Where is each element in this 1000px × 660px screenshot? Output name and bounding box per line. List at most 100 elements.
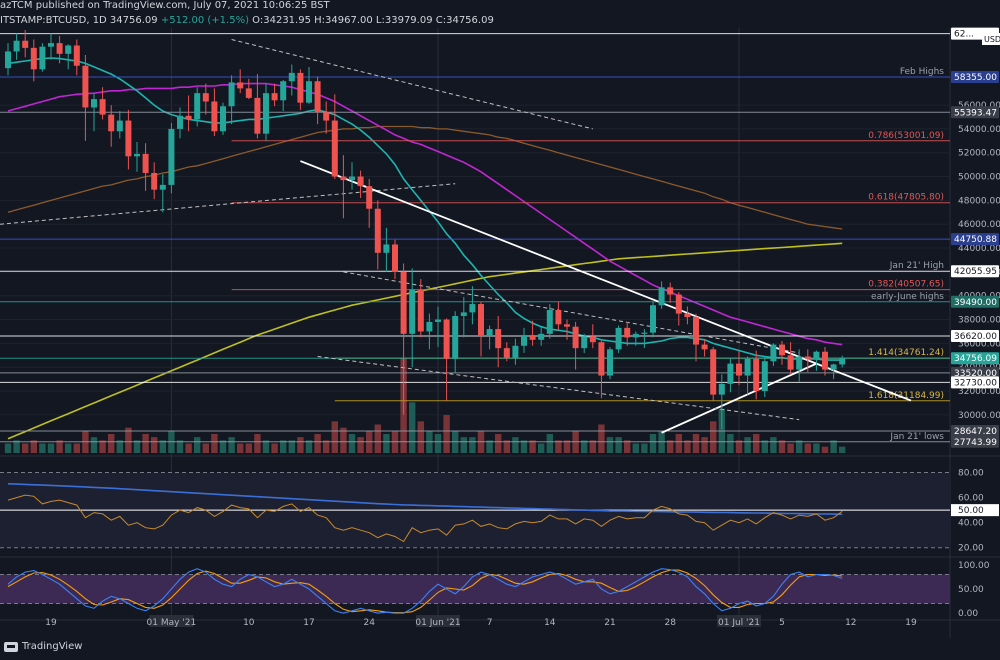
volume-bar: [495, 434, 502, 453]
stoch-d-line: [7, 569, 843, 614]
volume-bar: [133, 440, 141, 453]
volume-bar: [151, 437, 158, 453]
level-label-bg: [951, 424, 999, 437]
level-label-bg: [951, 265, 999, 278]
volume-bar: [710, 421, 717, 453]
level-note: early-June highs: [871, 292, 944, 302]
level-note: Feb Highs: [900, 67, 944, 77]
x-tick-label: 01 Jul '21: [718, 618, 760, 628]
symbol-info: ITSTAMP:BTCUSD, 1D 34756.09: [0, 15, 158, 26]
volume-bar: [116, 440, 123, 453]
volume-bar: [563, 440, 571, 453]
x-tick-label: 17: [303, 618, 314, 628]
volume-bar: [770, 437, 777, 453]
rsi-ma-line: [7, 483, 843, 516]
level-label-bg: [951, 366, 999, 379]
candle-body: [288, 72, 295, 82]
candle-body: [452, 315, 459, 359]
level-label: 55393.47: [954, 108, 997, 118]
channel-upper-dashed: [343, 271, 800, 354]
candle-body: [56, 43, 63, 54]
candles: [5, 30, 846, 430]
x-tick-label: 19: [45, 618, 57, 628]
candle-body: [349, 176, 355, 181]
tradingview-brand[interactable]: TradingView: [4, 641, 82, 652]
x-month-label-bg: [149, 615, 194, 627]
candle-body: [134, 153, 140, 157]
candle-body: [460, 312, 467, 316]
candle-body: [5, 51, 11, 69]
level-label: 39490.00: [954, 298, 997, 308]
candle-body: [22, 40, 29, 48]
candle-body: [710, 349, 717, 395]
x-tick-label: 10: [243, 618, 255, 628]
volume-bar: [727, 434, 734, 453]
volume-bar: [796, 440, 803, 453]
volume-bar: [323, 440, 330, 453]
volume-bar: [340, 427, 347, 453]
volume-bar: [348, 434, 356, 453]
level-label: 42055.95: [954, 267, 997, 277]
candle-body: [159, 184, 166, 190]
candle-body: [168, 128, 175, 185]
volume-bar: [202, 443, 209, 453]
volume-bar: [125, 427, 132, 453]
candle-body: [426, 321, 433, 332]
candle-body: [357, 176, 364, 187]
rsi-tick-label: 60.00: [958, 494, 984, 504]
volume-bar: [839, 446, 846, 453]
volume-bar: [649, 434, 657, 453]
candle-body: [237, 82, 244, 89]
volume-bar: [598, 424, 605, 453]
volume-bar: [735, 440, 743, 453]
level-note: 1.414(34761.24): [868, 348, 944, 358]
publish-info: azTCM published on TradingView.com, July…: [0, 0, 330, 11]
candle-body: [770, 344, 777, 362]
x-month-label-bg: [416, 615, 460, 627]
candle-body: [822, 351, 828, 370]
volume-bar: [185, 443, 192, 453]
price-change: +512.00 (+1.5%): [160, 15, 249, 26]
candle-body: [761, 361, 768, 392]
volume-bar: [667, 440, 674, 453]
volume-bar: [503, 440, 510, 453]
stoch-pane: 0.00 50.00 100.00: [0, 561, 990, 619]
level-label: 32730.00: [954, 378, 997, 388]
rsi-pane: 20.00 40.00 60.00 80.00 50.00: [0, 469, 999, 554]
ma100-line: [7, 125, 843, 230]
candle-body: [30, 47, 37, 70]
candle-body: [374, 208, 381, 253]
level-note: 0.618(47805.80): [868, 193, 944, 203]
volume-bar: [821, 446, 829, 453]
volume-bar: [331, 421, 338, 453]
volume-bar: [684, 440, 691, 453]
volume-bar: [624, 440, 631, 453]
volume-bar: [761, 440, 768, 453]
brand-label: TradingView: [22, 641, 83, 652]
volume-bar: [211, 434, 218, 453]
volume-bar: [778, 440, 786, 453]
trendline-ascending: [661, 362, 817, 434]
level-label-bg: [951, 106, 999, 119]
candle-body: [650, 305, 656, 333]
volume-bar: [297, 437, 304, 453]
volume-bar: [581, 440, 588, 453]
level-label: 34756.09: [954, 354, 997, 364]
volume-bar: [237, 443, 244, 453]
volume-bar: [176, 440, 184, 453]
publish-header: azTCM published on TradingView.com, July…: [0, 0, 330, 14]
volume-bar: [830, 440, 837, 453]
volume-bar: [374, 424, 381, 453]
candle-body: [478, 304, 484, 336]
candle-body: [314, 81, 321, 113]
price-tick-label: 56000.00: [958, 101, 1000, 111]
trendline-dashed-top: [231, 39, 593, 130]
symbol-header: ITSTAMP:BTCUSD, 1D 34756.09 +512.00 (+1.…: [0, 15, 494, 29]
volume-bar: [47, 443, 55, 453]
trend-lines: [0, 39, 912, 434]
candle-body: [632, 333, 639, 338]
volume-bar: [280, 440, 287, 453]
volume-bar: [589, 440, 596, 453]
candle-body: [796, 356, 803, 370]
candle-body: [572, 326, 579, 349]
